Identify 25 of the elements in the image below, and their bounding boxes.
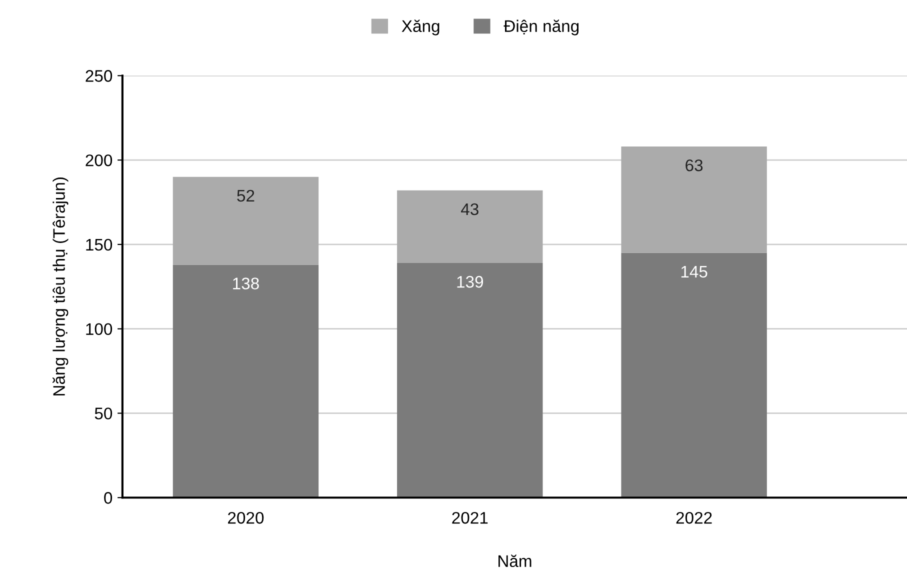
bar bbox=[621, 146, 767, 253]
bar bbox=[397, 190, 543, 264]
x-tick-label: 2020 bbox=[228, 512, 264, 524]
x-tick-label: 2021 bbox=[452, 512, 488, 524]
y-tick-label: 0 bbox=[104, 492, 112, 504]
data-label: 145 bbox=[681, 266, 708, 278]
x-tick-label: 2022 bbox=[676, 512, 712, 524]
x-axis-title: Năm bbox=[498, 554, 532, 568]
bar bbox=[172, 264, 319, 498]
data-label: 52 bbox=[237, 190, 254, 202]
data-label: 63 bbox=[686, 159, 703, 172]
data-label: 139 bbox=[457, 276, 484, 288]
legend-label: Điện năng bbox=[504, 20, 579, 36]
y-tick-label: 250 bbox=[86, 70, 112, 82]
legend-label: Xăng bbox=[402, 20, 440, 36]
y-tick-label: 50 bbox=[94, 408, 112, 420]
y-tick-label: 100 bbox=[86, 323, 112, 336]
bar bbox=[172, 176, 319, 265]
y-tick-label: 200 bbox=[86, 154, 112, 166]
bar bbox=[397, 263, 543, 498]
data-label: 138 bbox=[233, 278, 259, 290]
y-axis-title: Năng lượng tiêu thụ (Têrajun) bbox=[52, 177, 68, 396]
y-tick-label: 150 bbox=[86, 238, 112, 251]
data-label: 43 bbox=[461, 203, 478, 216]
bar bbox=[621, 252, 767, 498]
